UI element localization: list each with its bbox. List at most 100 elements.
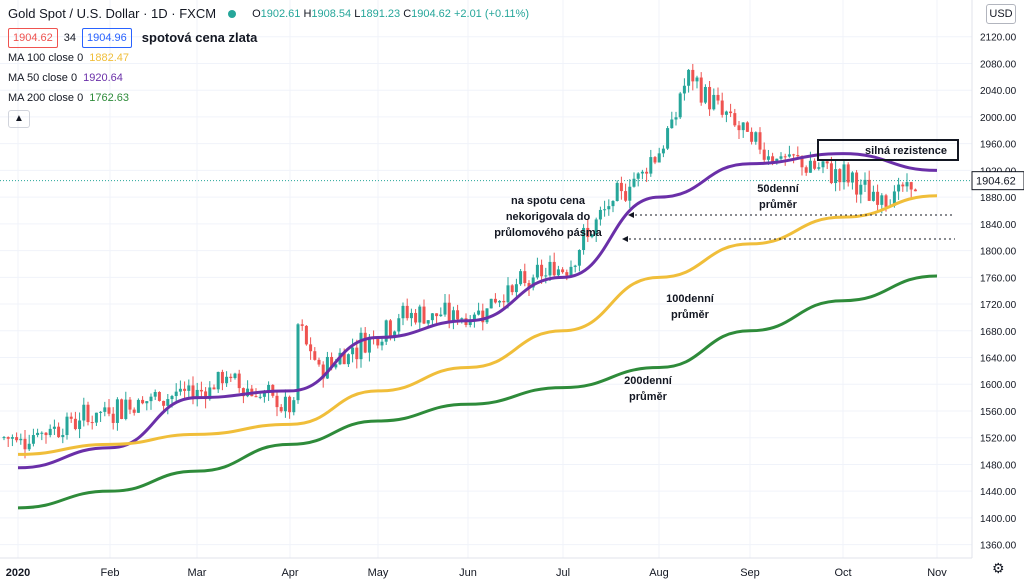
candle-body <box>565 272 569 276</box>
ma-line <box>17 274 938 510</box>
candle-body <box>241 388 245 397</box>
gear-icon[interactable]: ⚙ <box>992 560 1005 576</box>
candle-body <box>103 407 107 412</box>
arrow-head <box>622 236 628 242</box>
candle-body <box>225 376 229 384</box>
price-tick-label: 2080.00 <box>980 59 1017 70</box>
candle-body <box>548 261 552 276</box>
candle-body <box>57 426 61 438</box>
candle-body <box>754 132 758 142</box>
candle-body <box>363 332 367 353</box>
candle-body <box>418 306 422 323</box>
candle-body <box>800 156 804 168</box>
arrow-head <box>628 212 634 218</box>
indicator-ma100[interactable]: MA 100 close 0 1882.47 <box>8 52 129 64</box>
price-tick-label: 1480.00 <box>980 460 1017 471</box>
price-tick-label: 1760.00 <box>980 273 1017 284</box>
candle-body <box>577 249 581 266</box>
price-tick-label: 1720.00 <box>980 300 1017 311</box>
time-tick-label: Jul <box>556 567 570 579</box>
candle-body <box>170 396 174 400</box>
indicator-ma200[interactable]: MA 200 close 0 1762.63 <box>8 92 129 104</box>
annotation-text: 200denní <box>624 375 673 387</box>
time-tick-label: Oct <box>834 567 851 579</box>
candle-body <box>666 128 670 149</box>
candle-body <box>632 178 636 187</box>
annotation-text: nekorigovala do <box>506 211 591 223</box>
price-tick-label: 1640.00 <box>980 354 1017 365</box>
candle-body <box>204 391 208 400</box>
candle-body <box>750 131 754 142</box>
candle-body <box>460 318 464 320</box>
candle-body <box>708 86 712 110</box>
buy-price-button[interactable]: 1904.96 <box>82 28 132 48</box>
candle-body <box>388 320 392 338</box>
candle-body <box>846 164 850 183</box>
candle-body <box>262 392 266 397</box>
chevron-up-icon[interactable]: ▲ <box>8 110 30 128</box>
currency-button[interactable]: USD <box>986 4 1016 24</box>
candle-body <box>275 395 279 408</box>
symbol-title[interactable]: Gold Spot / U.S. Dollar · 1D · FXCM <box>8 6 217 21</box>
candle-body <box>502 300 506 303</box>
candle-body <box>288 396 292 413</box>
ma-line <box>17 194 938 456</box>
candle-body <box>456 310 460 320</box>
candle-body <box>909 182 913 190</box>
candle-body <box>724 111 728 115</box>
candle-body <box>111 413 115 423</box>
candle-body <box>439 314 443 317</box>
candle-body <box>787 154 791 157</box>
candle-body <box>586 227 590 238</box>
candle-body <box>552 261 556 276</box>
candle-body <box>330 356 334 368</box>
candle-body <box>162 400 166 406</box>
grid <box>0 0 972 558</box>
candle-body <box>582 227 586 250</box>
market-status-dot <box>228 10 237 18</box>
sell-price-button[interactable]: 1904.62 <box>8 28 58 48</box>
ohlc-readout: O1902.61 H1908.54 L1891.23 C1904.62 +2.0… <box>252 8 529 20</box>
candle-body <box>212 387 216 390</box>
candle-body <box>149 396 153 402</box>
annotation-text: 50denní <box>757 183 800 195</box>
candle-body <box>783 156 787 158</box>
annotation-text: průměr <box>759 199 798 211</box>
candle-body <box>296 324 300 401</box>
candle-body <box>69 416 73 419</box>
candle-body <box>405 305 409 319</box>
candle-body <box>313 351 317 360</box>
ma-line <box>17 152 938 470</box>
candle-body <box>48 428 52 436</box>
candle-body <box>859 184 863 195</box>
annotations: silná rezistence na spotu cena nekorigoval… <box>494 139 959 403</box>
resistance-box <box>817 139 959 161</box>
candle-body <box>510 285 514 293</box>
candle-body <box>519 271 523 285</box>
candle-body <box>208 387 212 400</box>
candle-body <box>594 219 598 235</box>
candle-body <box>636 173 640 179</box>
candle-body <box>267 384 271 393</box>
time-axis: 2020 Feb Mar Apr May Jun Jul Aug Sep Oct Nov <box>0 557 972 579</box>
chart-subtitle: spotová cena zlata <box>141 30 258 45</box>
chart-legend: Gold Spot / U.S. Dollar · 1D · FXCM O190… <box>8 4 529 128</box>
candle-body <box>23 438 27 450</box>
candle-body <box>15 437 19 441</box>
candle-body <box>309 344 313 352</box>
candle-body <box>703 86 707 103</box>
candle-body <box>31 435 35 444</box>
candle-body <box>141 399 145 404</box>
candle-body <box>36 432 40 436</box>
candle-body <box>346 354 350 365</box>
candle-body <box>430 313 434 321</box>
candle-body <box>653 157 657 163</box>
candle-body <box>485 308 489 323</box>
candle-body <box>716 94 720 101</box>
indicator-ma50[interactable]: MA 50 close 0 1920.64 <box>8 72 123 84</box>
candle-body <box>514 284 518 293</box>
candle-body <box>838 169 842 183</box>
candle-body <box>367 336 371 353</box>
annotation-text: silná rezistence <box>865 145 947 157</box>
